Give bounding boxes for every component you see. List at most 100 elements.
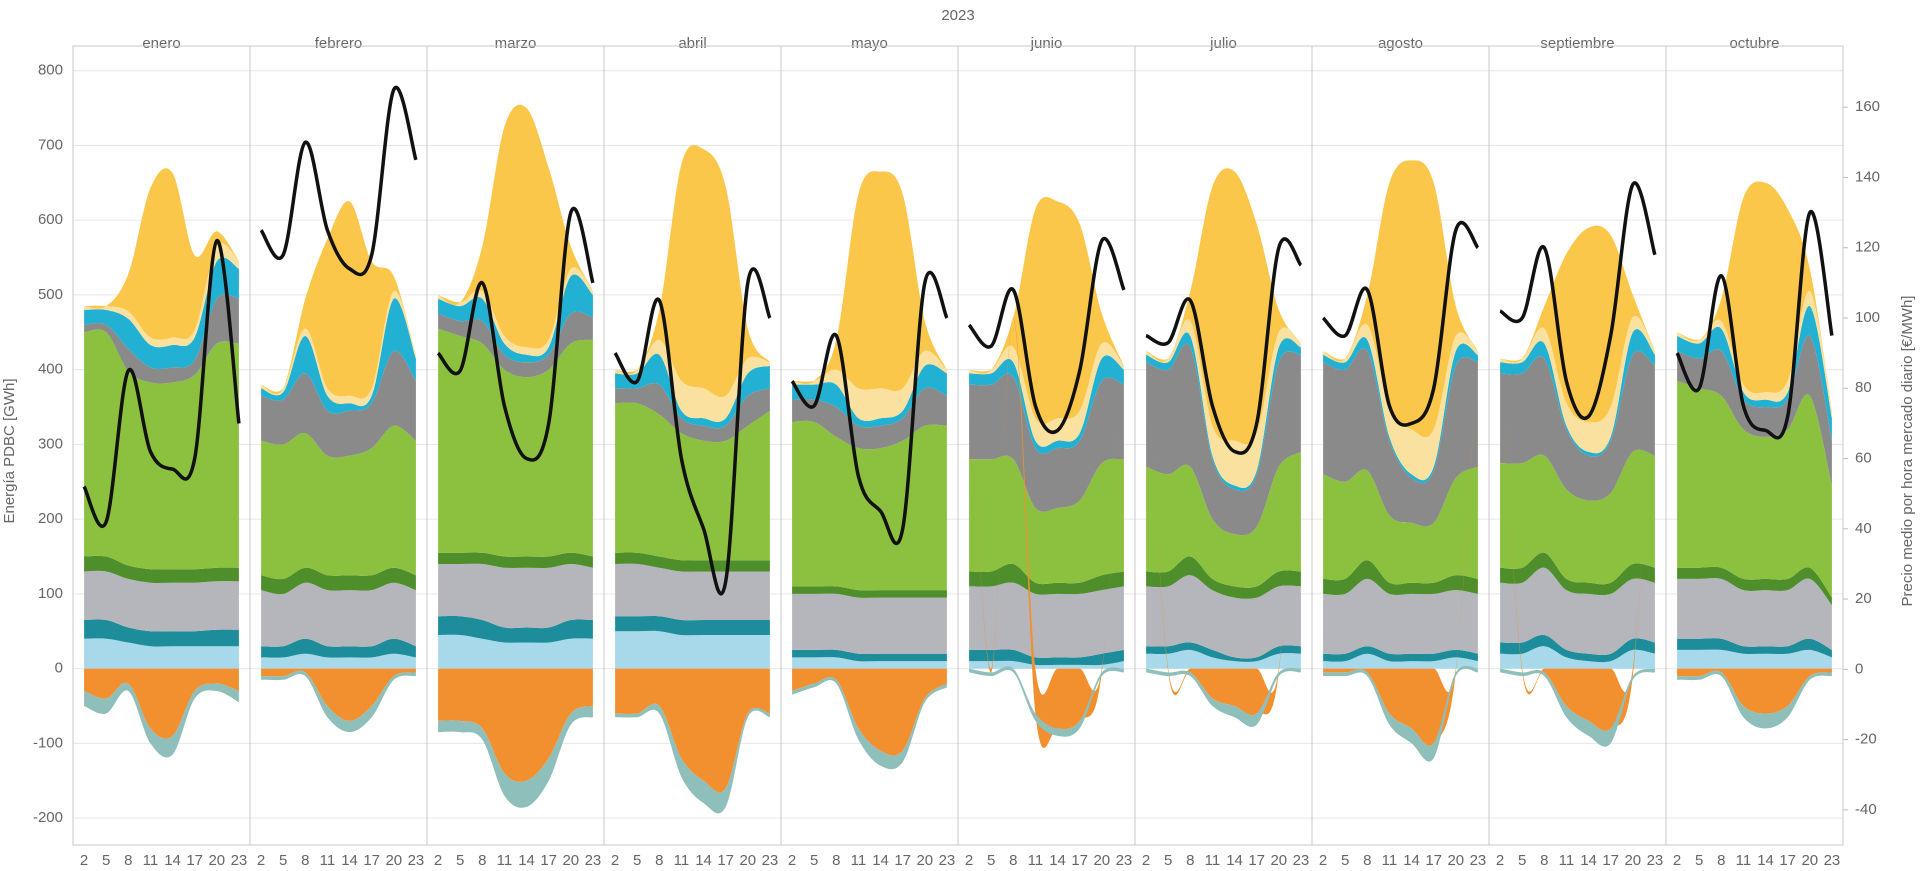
x-tick-label: 14: [1049, 852, 1066, 869]
x-tick-label: 23: [1647, 852, 1664, 869]
x-tick-label: 2: [257, 852, 265, 869]
price-line: [1499, 181, 1657, 420]
area-segment: [438, 668, 593, 782]
x-tick-label: 5: [633, 852, 641, 869]
x-tick-label: 20: [1801, 852, 1818, 869]
price-line: [1321, 220, 1480, 427]
x-tick-label: 23: [939, 852, 956, 869]
x-tick-label: 23: [762, 852, 779, 869]
y-tick-label: 100: [38, 585, 63, 602]
y-tick-label: 0: [55, 660, 63, 677]
x-tick-label: 11: [1559, 852, 1575, 869]
area-segment: [261, 290, 416, 407]
x-tick-label: 11: [1028, 852, 1044, 869]
y2-tick-label: 60: [1855, 449, 1872, 466]
area-segment: [261, 670, 416, 733]
area-segment: [261, 653, 416, 669]
area-segment: [438, 634, 593, 669]
area-segment: [1146, 556, 1301, 599]
y2-tick-label: -20: [1855, 731, 1877, 748]
x-tick-label: 11: [1205, 852, 1221, 869]
x-tick-label: 14: [1403, 852, 1420, 869]
y-tick-label: 800: [38, 62, 63, 79]
area-segment: [1677, 566, 1832, 606]
area-segment: [1323, 160, 1478, 438]
y2-tick-label: 140: [1855, 168, 1880, 185]
area-segment: [615, 703, 770, 814]
x-tick-label: 14: [1757, 852, 1774, 869]
panel-label: mayo: [851, 35, 888, 52]
x-tick-label: 17: [363, 852, 380, 869]
area-segment: [969, 666, 1124, 737]
area-segment: [1146, 642, 1301, 662]
x-tick-label: 5: [102, 852, 110, 869]
area-segment: [1500, 315, 1655, 454]
price-line: [967, 236, 1126, 435]
area-segment: [1323, 348, 1478, 527]
panel-label: julio: [1209, 35, 1237, 52]
area-segment: [84, 682, 239, 758]
x-tick-label: 17: [1602, 852, 1619, 869]
area-segment: [969, 342, 1124, 447]
x-tick-label: 5: [1164, 852, 1172, 869]
area-segment: [261, 350, 416, 458]
x-tick-label: 5: [1695, 852, 1703, 869]
x-tick-label: 8: [1540, 852, 1548, 869]
area-segment: [1146, 575, 1301, 659]
area-segment: [84, 168, 239, 340]
area-segment: [792, 350, 947, 422]
x-tick-label: 11: [143, 852, 159, 869]
x-tick-label: 23: [1116, 852, 1133, 869]
area-segment: [615, 630, 770, 669]
area-segment: [792, 649, 947, 662]
area-segment: [1500, 552, 1655, 596]
x-tick-label: 2: [1496, 852, 1504, 869]
x-tick-label: 5: [1341, 852, 1349, 869]
y2-tick-label: 160: [1855, 98, 1880, 115]
panel-label: agosto: [1378, 35, 1423, 52]
x-tick-label: 23: [1293, 852, 1310, 869]
area-segment: [1146, 451, 1301, 588]
x-tick-label: 8: [1363, 852, 1371, 869]
area-segment: [1500, 646, 1655, 669]
area-segment: [615, 145, 770, 398]
chart-title: 2023: [941, 7, 974, 24]
area-segment: [1323, 646, 1478, 662]
x-tick-label: 11: [851, 852, 867, 869]
y2-tick-label: 120: [1855, 239, 1880, 256]
x-tick-label: 17: [1425, 852, 1442, 869]
x-tick-label: 23: [1824, 852, 1841, 869]
area-segment: [1500, 567, 1655, 655]
x-tick-label: 23: [408, 852, 425, 869]
panel-label: octubre: [1729, 35, 1779, 52]
area-segment: [1323, 560, 1478, 596]
x-tick-label: 20: [739, 852, 756, 869]
area-segment: [1677, 578, 1832, 650]
x-tick-label: 11: [1736, 852, 1752, 869]
x-tick-label: 5: [1518, 852, 1526, 869]
area-segment: [1500, 634, 1655, 663]
x-tick-label: 8: [1186, 852, 1194, 869]
area-segment: [261, 298, 416, 414]
area-segment: [1323, 323, 1478, 481]
y-tick-label: 700: [38, 136, 63, 153]
area-segment: [615, 616, 770, 636]
area-segment: [261, 201, 416, 399]
x-tick-label: 20: [1624, 852, 1641, 869]
area-segment: [1146, 649, 1301, 669]
x-tick-label: 8: [1717, 852, 1725, 869]
area-segment: [1146, 667, 1301, 727]
area-segment: [1677, 668, 1832, 714]
area-segment: [1677, 305, 1832, 441]
x-tick-label: 2: [611, 852, 619, 869]
area-segment: [1677, 638, 1832, 658]
area-segment: [261, 582, 416, 647]
x-tick-label: 20: [1447, 852, 1464, 869]
area-segment: [84, 257, 239, 370]
x-tick-label: 14: [695, 852, 712, 869]
x-tick-label: 20: [385, 852, 402, 869]
price-line: [259, 85, 418, 277]
area-segment: [1323, 466, 1478, 585]
area-segment: [1500, 225, 1655, 423]
